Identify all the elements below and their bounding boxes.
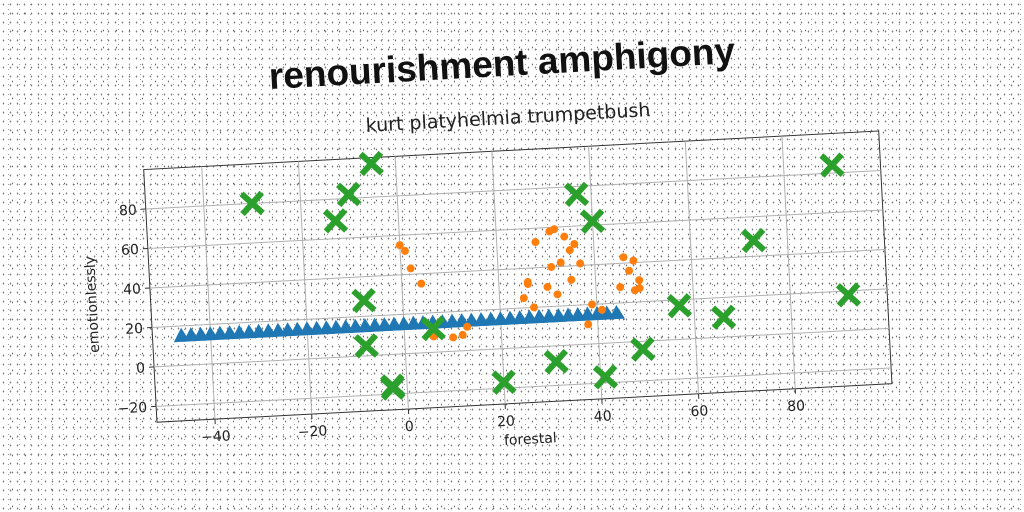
circle-point bbox=[458, 330, 467, 339]
circle-point bbox=[417, 279, 426, 288]
circle-point bbox=[556, 258, 565, 267]
data-marks bbox=[173, 150, 862, 401]
circle-point bbox=[550, 225, 559, 234]
circle-point bbox=[635, 284, 644, 293]
x-point bbox=[351, 287, 377, 314]
x-point bbox=[579, 208, 606, 234]
x-gridline bbox=[684, 141, 700, 394]
x-gridline bbox=[588, 146, 603, 399]
circle-point bbox=[560, 232, 569, 241]
y-axis-label: emotionlessly bbox=[82, 256, 103, 354]
plot-area: −40 −20 0 20 40 60 80 −20 0 20 40 60 80 forestal em… bbox=[82, 130, 893, 449]
x-axis-label: forestal bbox=[504, 430, 558, 449]
circle-point bbox=[400, 246, 409, 255]
circle-point bbox=[531, 238, 540, 247]
circle-point bbox=[584, 320, 593, 329]
x-tick-label: −40 bbox=[201, 428, 231, 446]
x-tick-label: −20 bbox=[297, 423, 327, 441]
x-point bbox=[819, 152, 845, 178]
circle-point bbox=[547, 262, 556, 271]
x-point bbox=[353, 333, 379, 359]
x-point bbox=[710, 304, 737, 330]
x-tick-label: 20 bbox=[497, 413, 516, 430]
y-tick-label: 60 bbox=[121, 242, 140, 259]
y-gridline bbox=[149, 248, 885, 289]
triangle-point bbox=[609, 305, 626, 320]
x-gridline bbox=[297, 161, 313, 415]
circle-point bbox=[543, 282, 552, 291]
y-tick-label: 20 bbox=[125, 321, 144, 338]
circle-point bbox=[570, 239, 579, 248]
circle-point bbox=[567, 275, 576, 284]
x-point bbox=[380, 375, 406, 401]
circle-point bbox=[406, 264, 415, 273]
series-0 bbox=[173, 305, 626, 343]
y-gridline bbox=[151, 288, 887, 328]
circle-point bbox=[629, 256, 638, 265]
x-tick-label: 40 bbox=[593, 408, 612, 425]
circle-point bbox=[597, 305, 606, 314]
x-gridline bbox=[781, 136, 796, 389]
x-tick-label: 0 bbox=[404, 419, 414, 435]
circle-point bbox=[463, 322, 472, 331]
y-tick-label: 0 bbox=[136, 360, 146, 376]
y-tick-label: 80 bbox=[119, 203, 138, 220]
circle-point bbox=[523, 279, 532, 288]
circle-point bbox=[588, 300, 597, 309]
circle-point bbox=[553, 290, 562, 299]
x-gridline bbox=[201, 166, 216, 420]
x-point bbox=[491, 369, 517, 395]
circle-point bbox=[635, 276, 644, 285]
circle-point bbox=[576, 259, 585, 268]
x-point bbox=[239, 190, 265, 217]
chart-title: renourishment amphigony bbox=[268, 30, 737, 97]
x-point bbox=[592, 364, 619, 390]
x-point bbox=[740, 227, 767, 254]
series-2 bbox=[239, 150, 862, 401]
x-point bbox=[630, 336, 656, 362]
x-point bbox=[543, 349, 569, 375]
y-tick-label: −20 bbox=[117, 400, 147, 418]
circle-point bbox=[619, 253, 628, 262]
x-tick-label: 80 bbox=[787, 398, 806, 415]
y-gridline bbox=[145, 170, 881, 210]
circle-point bbox=[616, 283, 625, 292]
x-point bbox=[322, 208, 349, 234]
series-1 bbox=[395, 225, 644, 342]
circle-point bbox=[565, 246, 574, 255]
plot-frame bbox=[143, 130, 893, 423]
y-gridline bbox=[156, 367, 892, 407]
chart-subtitle: kurt platyhelmia trumpetbush bbox=[365, 99, 651, 137]
x-point bbox=[666, 293, 692, 319]
y-axis-ticks: −20 0 20 40 60 80 bbox=[117, 203, 157, 418]
y-tick-label: 40 bbox=[123, 281, 142, 298]
circle-point bbox=[529, 303, 538, 312]
x-gridline bbox=[394, 156, 409, 410]
circle-point bbox=[519, 294, 528, 303]
x-point bbox=[358, 150, 384, 177]
x-point bbox=[835, 282, 862, 308]
y-gridline bbox=[154, 327, 890, 368]
circle-point bbox=[449, 333, 458, 342]
circle-point bbox=[625, 266, 634, 275]
grid bbox=[145, 136, 892, 420]
x-gridline bbox=[491, 151, 506, 404]
y-gridline bbox=[147, 209, 883, 249]
x-axis-ticks: −40 −20 0 20 40 60 80 bbox=[201, 388, 806, 446]
circle-point bbox=[395, 241, 404, 250]
x-point bbox=[336, 181, 362, 208]
x-point bbox=[563, 181, 590, 208]
x-tick-label: 60 bbox=[690, 403, 709, 420]
x-point bbox=[420, 315, 446, 342]
